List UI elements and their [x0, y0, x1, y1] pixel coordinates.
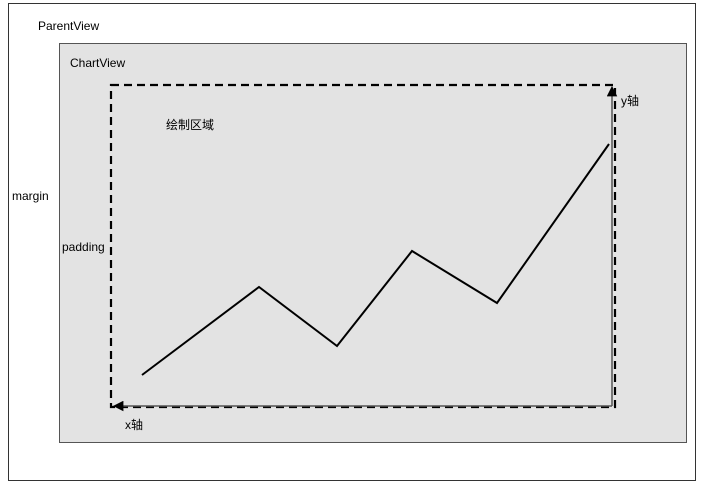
drawing-area-label: 绘制区域 — [166, 118, 215, 132]
drawing-area-boundary — [109, 83, 617, 409]
x-axis-label: x轴 — [125, 418, 144, 432]
padding-label: padding — [62, 240, 105, 254]
parent-view-label: ParentView — [38, 19, 100, 33]
chart-view-label: ChartView — [70, 56, 126, 70]
y-axis-label: y轴 — [621, 94, 640, 108]
sample-polyline — [141, 143, 610, 376]
chart-view — [59, 43, 687, 443]
margin-label: margin — [12, 189, 49, 203]
